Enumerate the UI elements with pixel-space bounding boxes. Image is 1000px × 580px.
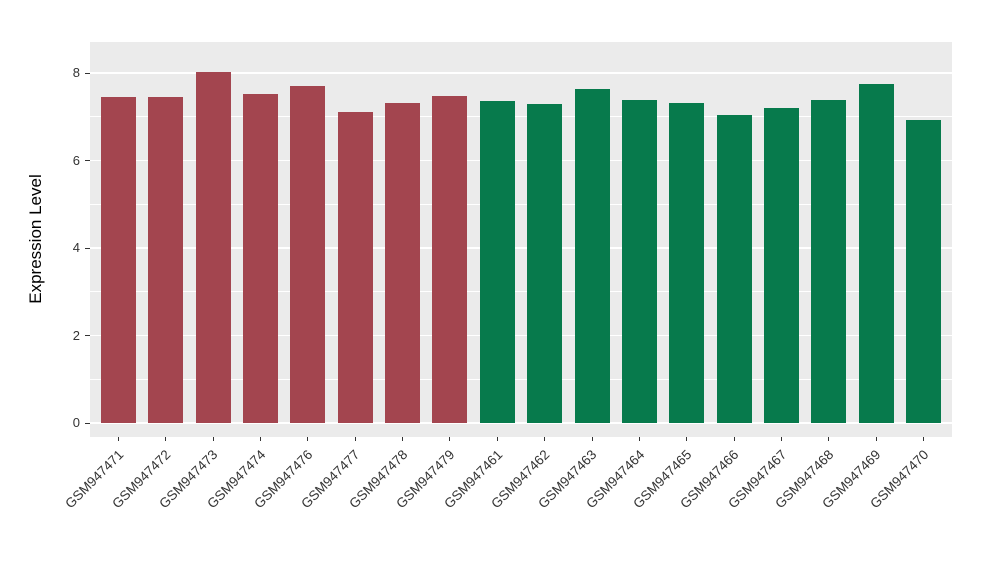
x-tick-mark: [307, 437, 309, 441]
gridline-major: [90, 247, 952, 249]
bar-GSM947466: [716, 114, 752, 423]
gridline-major: [90, 422, 952, 424]
bar-GSM947464: [621, 100, 657, 423]
y-tick-label: 0: [72, 415, 80, 430]
x-tick-mark: [591, 437, 593, 441]
x-tick-mark: [449, 437, 451, 441]
bar-GSM947465: [669, 103, 705, 423]
x-tick-mark: [780, 437, 782, 441]
bar-GSM947479: [432, 96, 468, 423]
bar-GSM947473: [195, 72, 231, 423]
x-tick-mark: [686, 437, 688, 441]
gridline-minor: [90, 378, 952, 380]
gridline-minor: [90, 116, 952, 118]
y-axis-title: Expression Level: [26, 174, 45, 304]
y-tick-label: 2: [72, 327, 80, 343]
gridline-minor: [90, 203, 952, 205]
x-tick-mark: [544, 437, 546, 441]
x-tick-mark: [117, 437, 119, 441]
bar-GSM947462: [527, 103, 563, 423]
x-tick-mark: [923, 437, 925, 441]
x-tick-mark: [638, 437, 640, 441]
y-tick-mark: [85, 247, 90, 249]
y-tick-mark: [85, 335, 90, 336]
bar-GSM947470: [906, 119, 942, 423]
bar-GSM947461: [479, 101, 515, 423]
bar-GSM947476: [290, 86, 326, 423]
y-tick-label: 8: [72, 65, 80, 80]
bar-GSM947474: [242, 94, 279, 423]
gridline-major: [90, 159, 952, 162]
x-tick-mark: [260, 437, 261, 441]
bar-GSM947468: [811, 100, 847, 423]
bar-GSM947463: [574, 88, 610, 423]
x-tick-mark: [828, 437, 830, 441]
x-tick-mark: [402, 437, 404, 441]
plot-panel: [90, 42, 952, 437]
x-tick-mark: [212, 437, 214, 441]
bar-GSM947477: [337, 111, 373, 423]
bar-GSM947471: [100, 97, 136, 423]
bar-GSM947467: [763, 107, 800, 423]
x-tick-mark: [354, 437, 356, 441]
gridline-minor: [90, 291, 952, 293]
y-tick-mark: [85, 422, 90, 424]
x-tick-mark: [875, 437, 877, 441]
x-tick-mark: [165, 437, 167, 441]
gridline-major: [90, 72, 952, 74]
x-tick-mark: [733, 437, 735, 441]
bar-GSM947472: [148, 97, 184, 423]
y-tick-label: 6: [72, 152, 80, 168]
y-tick-mark: [85, 160, 90, 161]
gridline-major: [90, 334, 952, 337]
bar-GSM947469: [858, 84, 894, 423]
y-tick-mark: [85, 72, 90, 74]
y-tick-label: 4: [72, 240, 80, 255]
bar-GSM947478: [385, 103, 421, 423]
x-tick-mark: [496, 437, 498, 441]
